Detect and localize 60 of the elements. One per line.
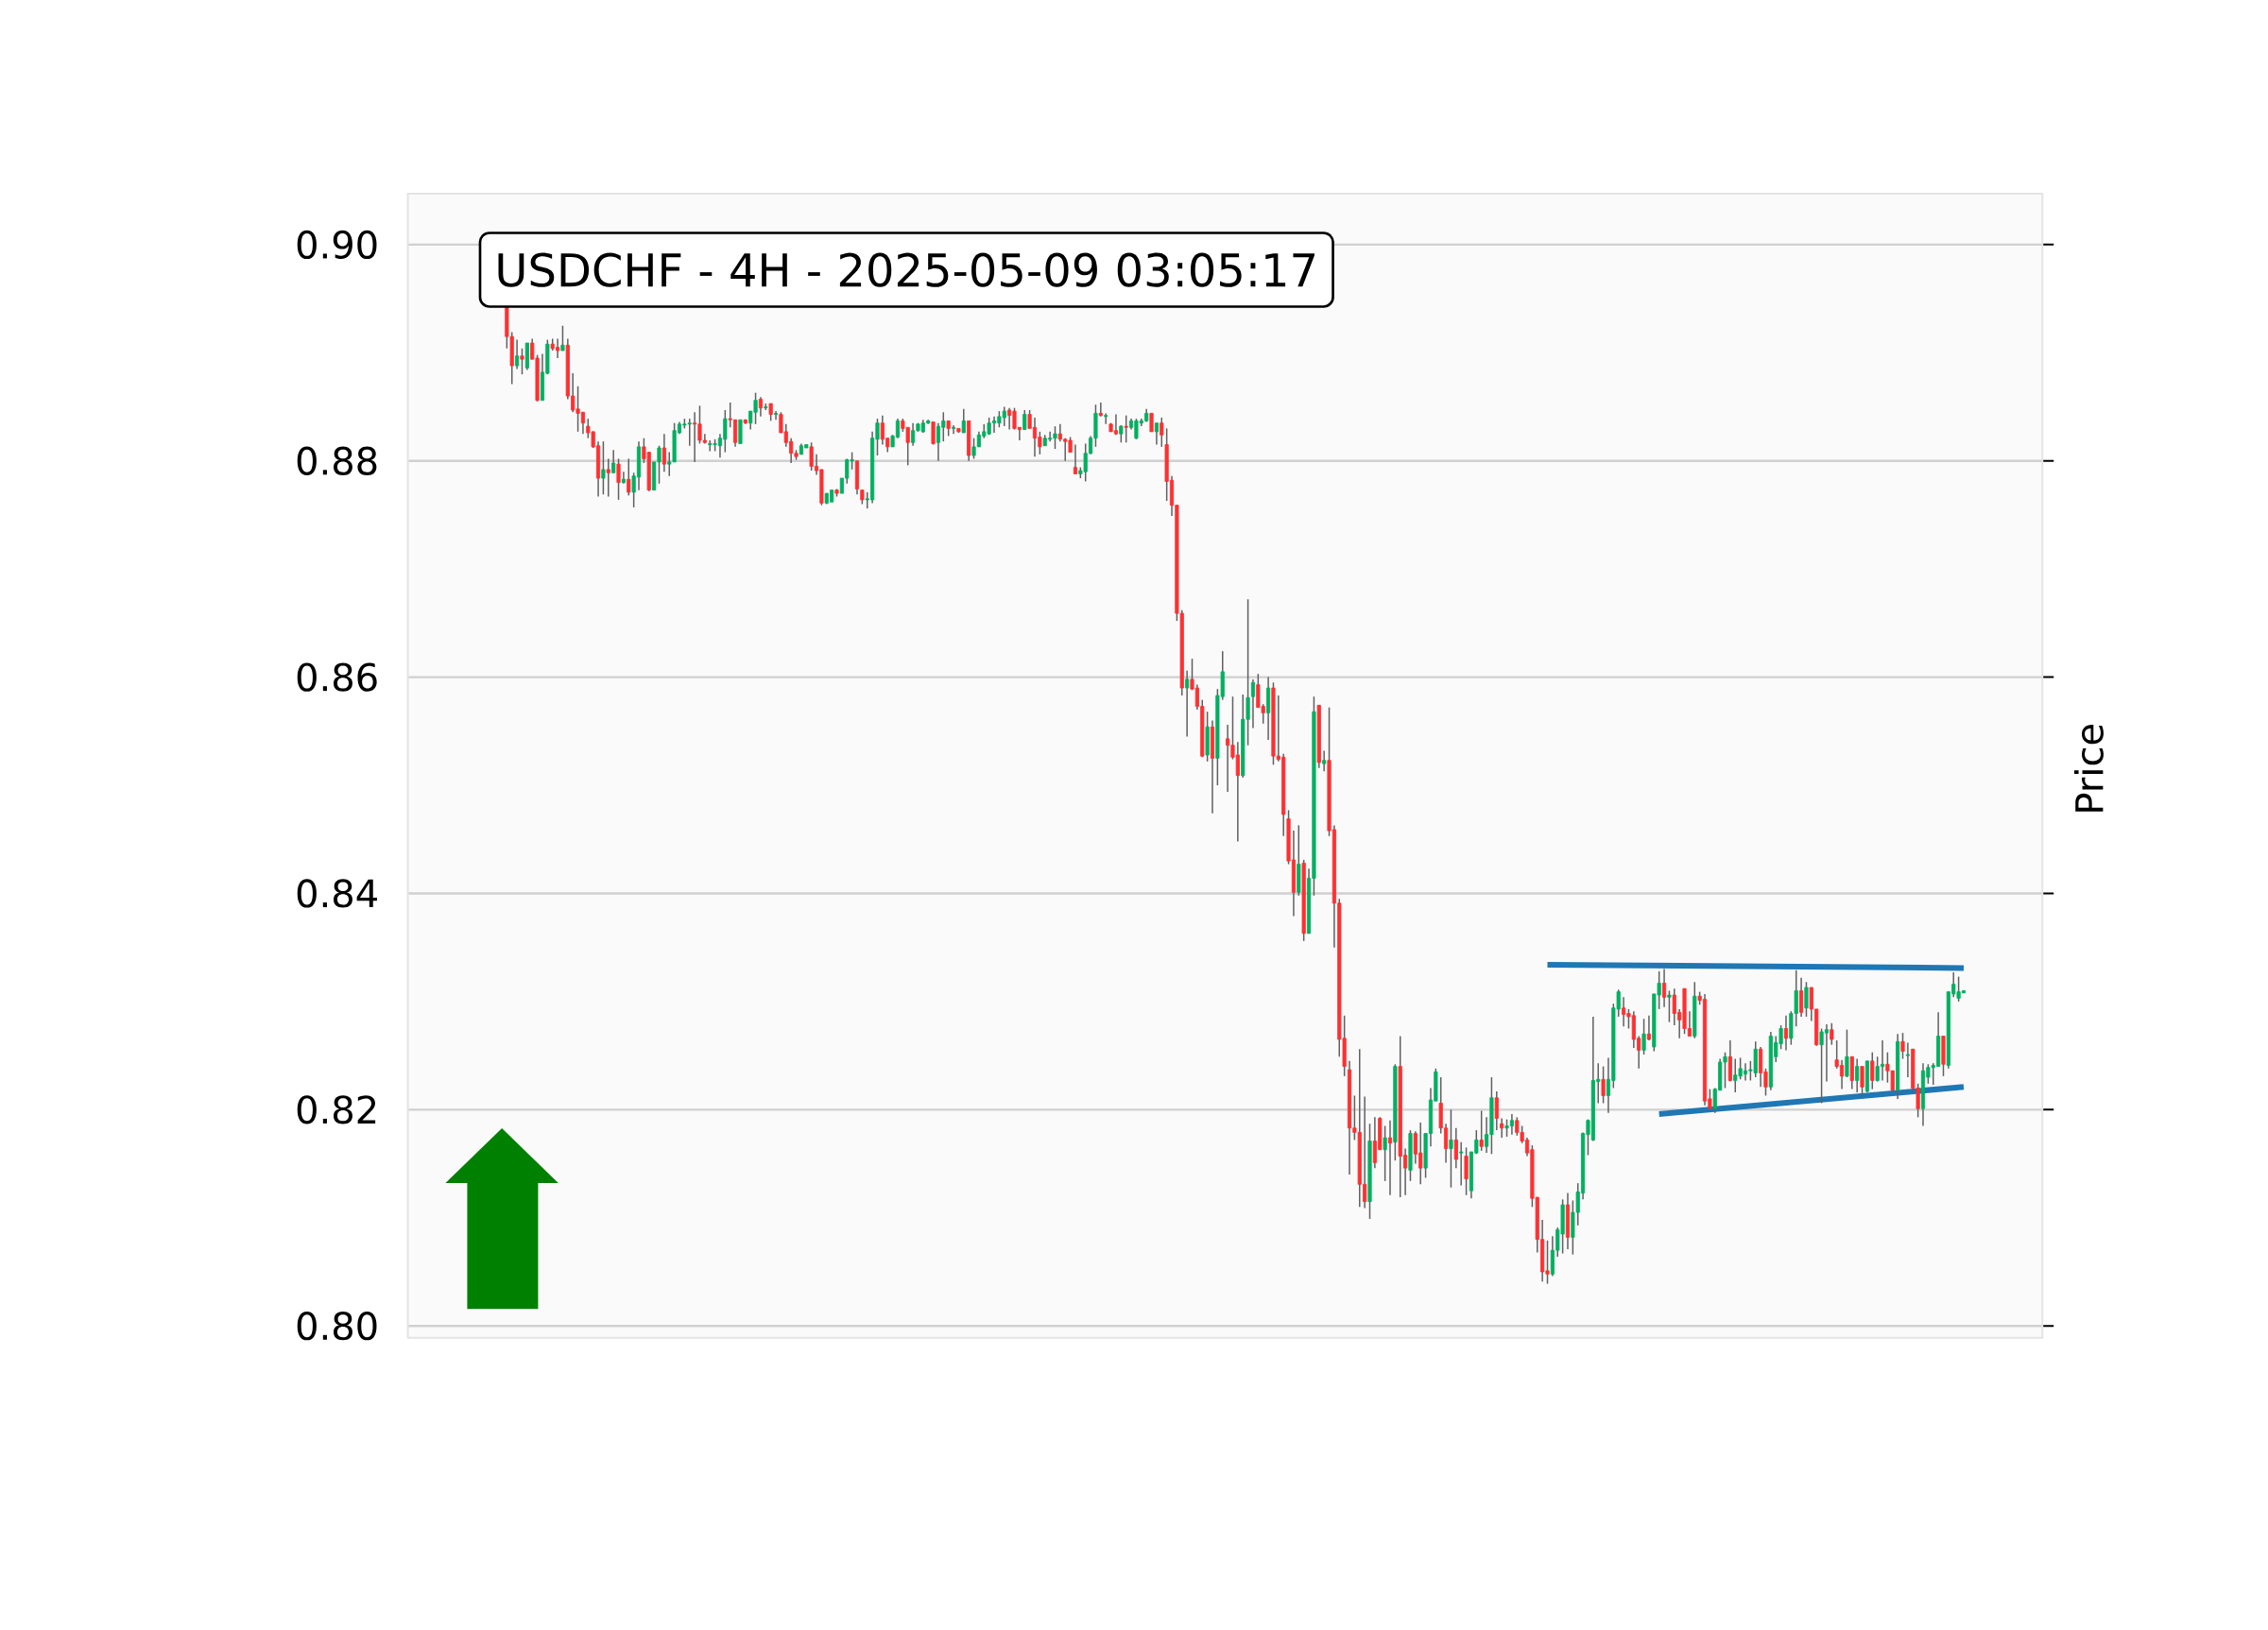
candlestick	[1449, 1108, 1453, 1189]
candlestick	[520, 347, 524, 375]
candlestick	[773, 410, 779, 421]
candlestick	[1900, 1032, 1905, 1060]
y-tick-label: 0.88	[297, 446, 377, 475]
candlestick	[1022, 409, 1027, 431]
candlestick	[1383, 1124, 1387, 1182]
candlestick	[1154, 421, 1159, 446]
candlestick	[1830, 1022, 1834, 1046]
candlestick	[560, 324, 565, 352]
candlestick	[611, 449, 616, 474]
candlestick	[1804, 981, 1809, 1018]
candlestick	[1104, 412, 1108, 425]
candlestick	[1845, 1028, 1849, 1078]
candlestick	[1661, 968, 1667, 1008]
candlestick	[1905, 1041, 1910, 1078]
candlestick	[1226, 724, 1230, 793]
candlestick	[1860, 1065, 1864, 1097]
candlestick	[1641, 1018, 1646, 1055]
y-tick-label: 0.90	[297, 230, 377, 260]
candlestick	[1783, 1015, 1789, 1052]
candlestick	[1667, 989, 1672, 1023]
candlestick	[1494, 1090, 1499, 1131]
candlestick	[1601, 1065, 1606, 1105]
candlestick	[1098, 402, 1103, 418]
candlestick	[1149, 412, 1154, 433]
candlestick	[1646, 1015, 1652, 1041]
candlestick	[1799, 976, 1804, 1018]
candlestick	[1453, 1127, 1458, 1169]
candlestick	[1500, 1117, 1504, 1139]
y-tick-label: 0.86	[297, 662, 377, 692]
candlestick	[1855, 1057, 1860, 1093]
candlestick	[951, 424, 956, 435]
candlestick	[606, 457, 610, 498]
candlestick	[693, 411, 697, 463]
candlestick	[515, 338, 520, 370]
candlestick	[931, 420, 936, 446]
candlestick	[961, 408, 966, 434]
candlestick	[1322, 749, 1327, 772]
candlestick	[1479, 1109, 1484, 1152]
candlestick	[1124, 414, 1128, 444]
candlestick	[1073, 443, 1078, 475]
y-tick-label: 0.80	[297, 1312, 377, 1341]
y-tick-label: 0.84	[297, 879, 377, 908]
candlestick	[662, 433, 666, 472]
candlestick	[1185, 669, 1190, 738]
y-axis-title: Price	[2074, 725, 2104, 812]
candlestick	[1250, 678, 1256, 729]
candlestick	[1160, 417, 1164, 448]
candlestick	[601, 440, 606, 495]
candlestick	[1870, 1051, 1875, 1090]
candlestick	[758, 396, 764, 418]
candlestick	[768, 403, 773, 422]
y-tick-label: 0.82	[297, 1095, 376, 1124]
candlestick	[1459, 1141, 1464, 1187]
candlestick	[627, 457, 631, 497]
candlestick	[1387, 1120, 1393, 1196]
candlestick	[621, 471, 626, 485]
candlestick	[616, 457, 621, 501]
text: USDCHF - 4H - 2025-05-09 03:05:17	[498, 252, 1314, 287]
